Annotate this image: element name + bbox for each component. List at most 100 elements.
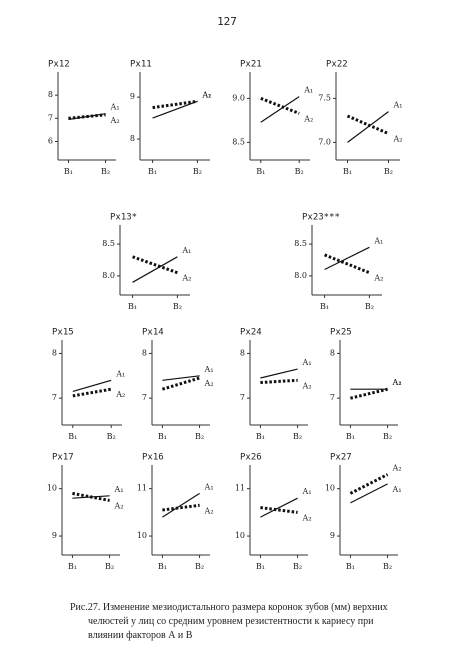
- x-tick-label: B₁: [64, 167, 73, 176]
- chart-title: Px12: [48, 60, 70, 70]
- y-tick-label: 8.0: [294, 271, 307, 280]
- x-tick-label: B₂: [195, 562, 204, 571]
- x-tick-label: B₂: [107, 432, 116, 441]
- x-tick-label: B₁: [68, 432, 77, 441]
- series-label: A₁: [114, 485, 124, 494]
- series-line: [260, 497, 298, 518]
- series-label: A₂: [302, 381, 312, 390]
- y-tick-label: 6: [48, 136, 53, 145]
- x-tick-label: B₁: [158, 562, 167, 571]
- series-line: [324, 246, 370, 271]
- series-label: A₁: [392, 485, 402, 494]
- y-tick-label: 9: [330, 531, 335, 540]
- series-label: A₂: [114, 502, 124, 511]
- series-line: [346, 114, 390, 135]
- series-line: [161, 376, 201, 391]
- y-tick-label: 9: [130, 92, 135, 101]
- y-tick-label: 11: [235, 484, 245, 493]
- x-tick-label: B₁: [346, 562, 355, 571]
- x-tick-label: B₂: [105, 562, 114, 571]
- y-tick-label: 8: [240, 348, 245, 357]
- series-label: A₂: [204, 379, 214, 388]
- x-tick-label: B₂: [173, 302, 182, 311]
- y-tick-label: 8: [130, 134, 135, 143]
- series-line: [349, 473, 389, 495]
- series-line: [260, 506, 298, 514]
- x-tick-label: B₁: [148, 167, 157, 176]
- x-tick-label: B₂: [383, 432, 392, 441]
- series-label: A₂: [302, 513, 312, 522]
- series-label: A₁: [204, 365, 214, 374]
- chart-title: Px11: [130, 60, 152, 70]
- chart-title: Px15: [52, 328, 74, 338]
- x-tick-label: B₁: [343, 167, 352, 176]
- y-tick-label: 8.5: [102, 239, 115, 248]
- x-tick-label: B₂: [293, 432, 302, 441]
- chart-title: Px27: [330, 453, 352, 463]
- y-tick-label: 9.0: [232, 93, 245, 102]
- x-tick-label: B₂: [295, 167, 304, 176]
- chart-title: Px24: [240, 328, 262, 338]
- series-line: [260, 97, 300, 115]
- x-tick-label: B₁: [320, 302, 329, 311]
- caption-line: влиянии факторов А и В: [88, 630, 193, 641]
- series-label: A₂: [392, 135, 402, 144]
- y-tick-label: 10: [325, 484, 335, 493]
- series-label: A₂: [303, 114, 313, 123]
- series-label: A₁: [302, 487, 312, 496]
- x-tick-label: B₂: [365, 302, 374, 311]
- y-tick-label: 11: [137, 484, 147, 493]
- y-tick-label: 8.5: [232, 137, 245, 146]
- series-line: [152, 99, 198, 110]
- x-tick-label: B₂: [383, 562, 392, 571]
- series-line: [72, 387, 112, 398]
- series-label: A₂: [110, 116, 120, 125]
- y-tick-label: 10: [47, 484, 57, 493]
- x-tick-label: B₂: [384, 167, 393, 176]
- y-tick-label: 8.0: [102, 271, 115, 280]
- series-label: A₁: [110, 103, 120, 112]
- series-label: A₂: [115, 390, 125, 399]
- series-label: A₂: [392, 378, 402, 387]
- y-tick-label: 7: [142, 393, 147, 402]
- x-tick-label: B₁: [256, 167, 265, 176]
- series-line: [162, 492, 200, 518]
- y-tick-label: 10: [235, 531, 245, 540]
- series-line: [72, 379, 112, 392]
- chart-title: Px26: [240, 453, 262, 463]
- y-tick-label: 8.5: [294, 239, 307, 248]
- series-line: [260, 96, 300, 123]
- series-label: A₁: [115, 369, 125, 378]
- chart-title: Px22: [326, 60, 348, 70]
- series-label: A₁: [373, 236, 383, 245]
- chart-title: Px21: [240, 60, 262, 70]
- series-line: [132, 256, 178, 283]
- y-tick-label: 8: [52, 348, 57, 357]
- y-tick-label: 7.5: [318, 93, 331, 102]
- y-tick-label: 9: [52, 531, 57, 540]
- chart-title: Px14: [142, 328, 164, 338]
- x-tick-label: B₁: [68, 562, 77, 571]
- x-tick-label: B₁: [256, 562, 265, 571]
- series-label: A₁: [392, 101, 402, 110]
- chart-title: Px13*: [110, 213, 137, 223]
- chart-title: Px23***: [302, 213, 340, 223]
- series-line: [350, 387, 388, 400]
- y-tick-label: 7: [52, 393, 57, 402]
- chart-title: Px17: [52, 453, 74, 463]
- series-line: [162, 503, 200, 512]
- chart-title: Px25: [330, 328, 352, 338]
- series-label: A₁: [181, 246, 191, 255]
- series-line: [260, 368, 298, 379]
- caption-line: челюстей у лиц со средним уровнем резист…: [88, 616, 374, 627]
- y-tick-label: 7: [240, 393, 245, 402]
- series-label: A₂: [392, 463, 402, 472]
- chart-title: Px16: [142, 453, 164, 463]
- caption-line: Рис.27. Изменение мезиодистального разме…: [70, 602, 388, 613]
- y-tick-label: 7: [330, 393, 335, 402]
- x-tick-label: B₁: [158, 432, 167, 441]
- y-tick-label: 8: [142, 348, 147, 357]
- series-line: [324, 253, 370, 275]
- series-line: [347, 111, 389, 143]
